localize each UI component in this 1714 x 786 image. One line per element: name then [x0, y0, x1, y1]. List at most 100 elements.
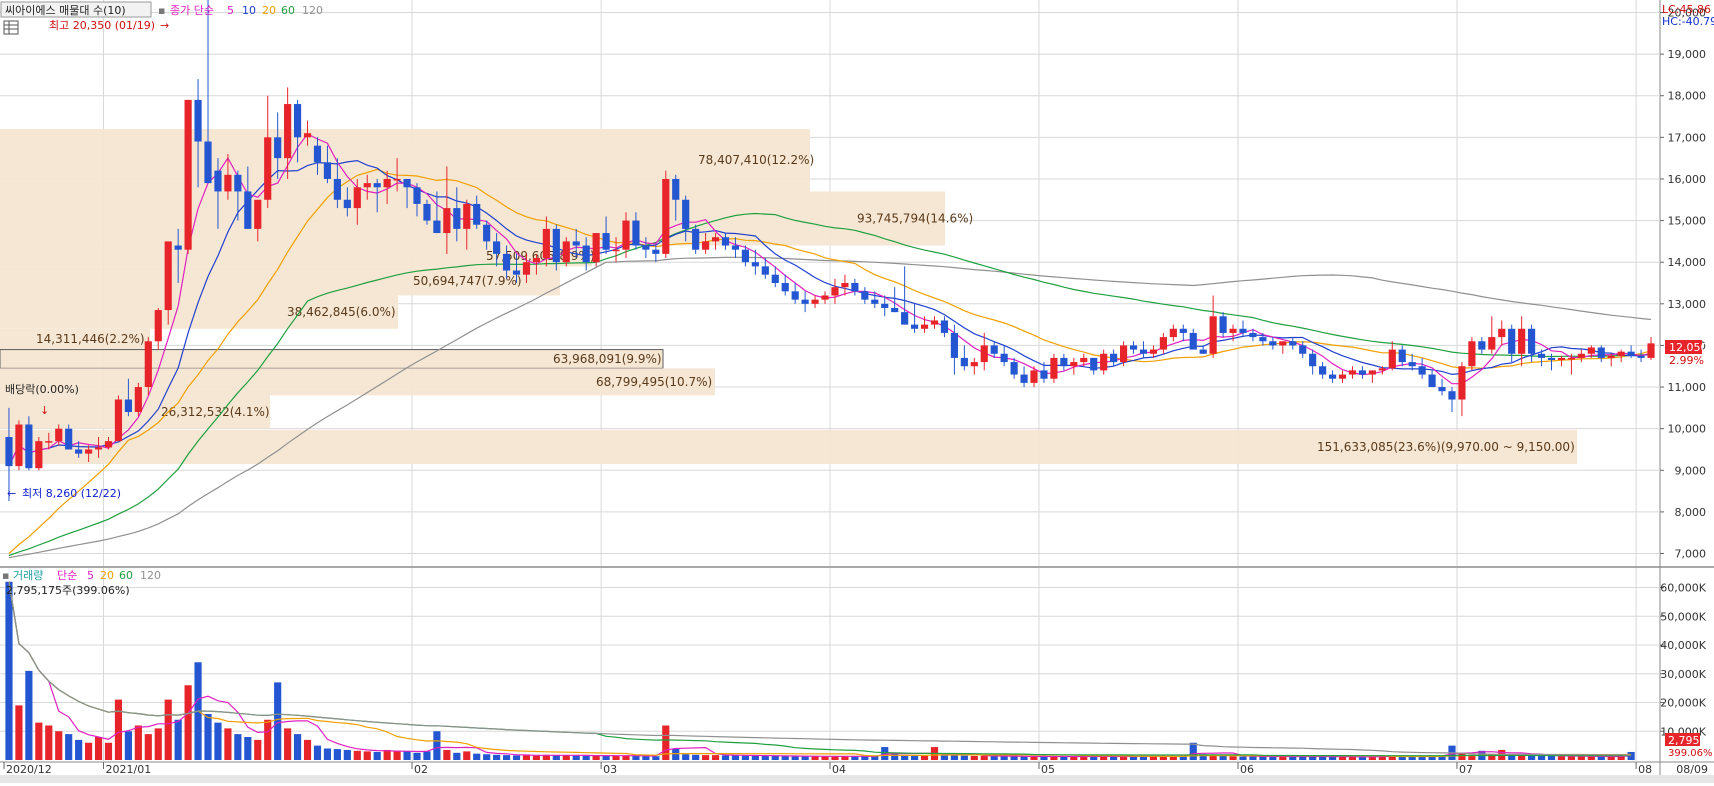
candle-body	[244, 191, 252, 229]
volume-profile-band	[0, 245, 592, 267]
candle-body	[761, 266, 769, 275]
lc-label: LC:45.86	[1662, 3, 1711, 16]
volume-bar	[1040, 756, 1048, 760]
candle-body	[1070, 362, 1078, 367]
volume-bar	[612, 755, 620, 760]
candle-body	[254, 199, 262, 229]
candle-body	[940, 320, 949, 333]
volume-bar	[1378, 756, 1386, 760]
candle-body	[861, 291, 869, 300]
volume-bar	[542, 754, 550, 760]
volume-bar	[552, 755, 560, 760]
volume-bar	[1577, 756, 1585, 760]
x-tick-label: 06	[1240, 763, 1254, 776]
volume-bar	[1468, 754, 1476, 760]
volume-bar	[1259, 756, 1267, 760]
volume-bar	[592, 755, 600, 760]
volume-bar	[1060, 756, 1068, 760]
volume-bar	[134, 725, 142, 760]
volume-bar	[303, 739, 312, 760]
candle-body	[552, 228, 560, 263]
price-tick-label: 15,000	[1668, 215, 1707, 228]
x-tick-label: 2020/12	[6, 763, 52, 776]
candle-body	[1199, 349, 1207, 354]
volume-bar	[443, 749, 451, 760]
volume-bar	[1338, 756, 1347, 760]
volume-bar	[1567, 756, 1575, 760]
candle-body	[682, 199, 690, 229]
volume-bar	[731, 755, 740, 760]
volume-bar	[254, 739, 262, 760]
volume-bar	[85, 742, 93, 760]
candle-body	[1478, 341, 1486, 350]
candle-body	[1209, 316, 1217, 354]
volume-bar	[1289, 756, 1297, 760]
volume-legend-ma5: 5	[87, 569, 94, 582]
volume-bar	[264, 719, 272, 760]
candle-body	[1388, 349, 1396, 369]
volume-bar	[1547, 755, 1556, 760]
volume-bar	[1557, 756, 1566, 760]
volume-bar	[1219, 755, 1227, 760]
volume-bar	[1269, 756, 1277, 760]
candle-body	[1100, 353, 1108, 371]
candle-body	[642, 245, 650, 250]
candle-body	[841, 283, 849, 288]
candle-body	[532, 258, 541, 263]
candle-body	[323, 162, 332, 179]
table-toggle-icon[interactable]	[3, 20, 19, 35]
candle-body	[1169, 328, 1177, 338]
candle-body	[1587, 347, 1595, 354]
x-tick-label: 08/09	[1676, 763, 1708, 776]
volume-bar	[751, 755, 759, 760]
volume-bar	[174, 719, 182, 760]
candle-body	[731, 245, 740, 250]
volume-bar	[642, 756, 650, 760]
candle-body	[980, 345, 988, 363]
volume-bar	[1179, 756, 1187, 760]
ma60-line	[8, 212, 1652, 557]
volume-bar	[373, 751, 381, 760]
candle-body	[333, 178, 341, 200]
last-change-label: 2.99%	[1669, 354, 1704, 367]
candle-body	[1020, 374, 1028, 383]
volume-bar	[950, 755, 958, 760]
volume-bar	[970, 755, 978, 760]
candle-body	[383, 178, 391, 188]
candle-body	[443, 208, 451, 234]
candle-body	[901, 312, 909, 325]
candle-body	[512, 270, 521, 275]
volume-bar	[124, 731, 132, 760]
volume-bar	[1438, 755, 1446, 760]
candle-body	[911, 324, 919, 329]
candle-body	[990, 345, 998, 354]
candle-body	[194, 99, 202, 142]
price-tick-label: 17,000	[1668, 131, 1707, 144]
candle-body	[662, 178, 670, 254]
candle-body	[55, 428, 63, 442]
volume-bar	[662, 725, 670, 760]
volume-bar	[15, 705, 23, 760]
candle-body	[542, 228, 550, 259]
volume-bar	[1020, 756, 1028, 760]
volume-bar	[1119, 756, 1128, 760]
candle-body	[1418, 366, 1426, 375]
volume-bar	[234, 734, 242, 760]
volume-bar	[702, 755, 710, 760]
candle-body	[1368, 370, 1376, 375]
volume-legend-title: 거래량	[13, 569, 43, 582]
volume-ma5-line	[8, 581, 1632, 758]
candle-body	[94, 447, 103, 450]
volume-bar	[184, 685, 192, 760]
price-tick-label: 20,000	[1668, 6, 1707, 19]
candle-body	[1617, 351, 1625, 356]
candle-body	[1607, 355, 1615, 358]
legend-ma20: 20	[262, 4, 276, 17]
candle-body	[1398, 349, 1406, 363]
legend-ma60: 60	[281, 4, 295, 17]
candle-body	[831, 287, 839, 296]
legend-title-box[interactable]	[0, 1, 152, 18]
volume-bar	[1129, 756, 1138, 760]
candle-body	[1498, 328, 1506, 338]
price-tick-label: 13,000	[1668, 298, 1707, 311]
